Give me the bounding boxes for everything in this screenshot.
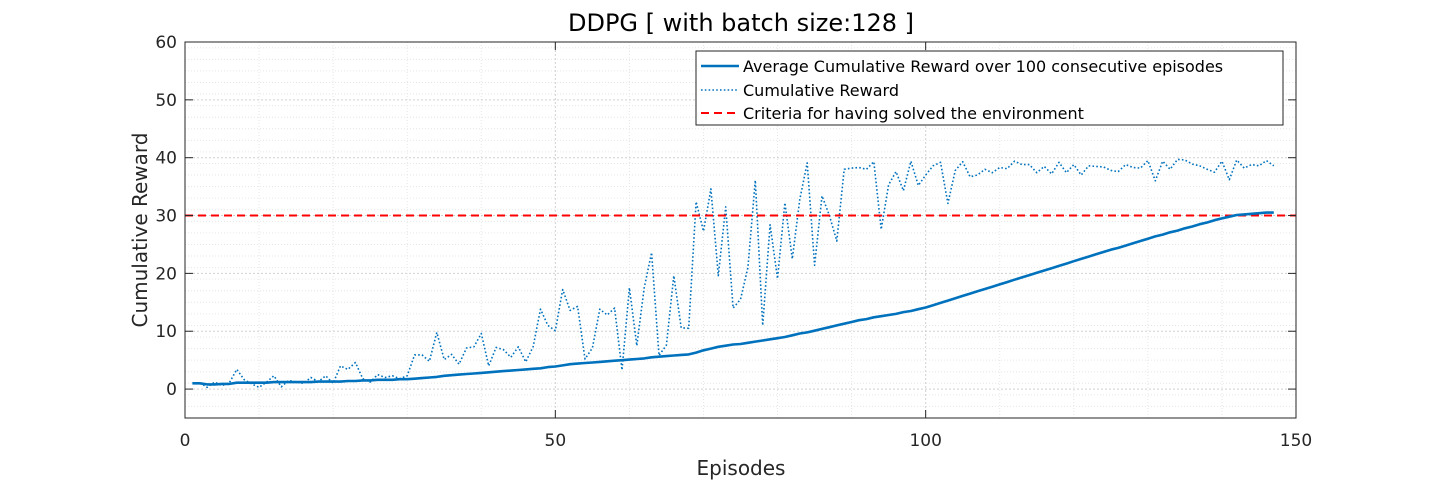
legend-label-criteria: Criteria for having solved the environme…: [743, 104, 1084, 123]
x-tick-label: 100: [909, 431, 941, 451]
legend: Average Cumulative Reward over 100 conse…: [695, 50, 1284, 126]
tick-labels: 0 50 100 150 0 10 20 30 40 50 60: [155, 33, 1312, 451]
legend-label-raw: Cumulative Reward: [743, 81, 899, 100]
y-axis-label: Cumulative Reward: [128, 133, 152, 328]
chart-title: DDPG [ with batch size:128 ]: [568, 9, 914, 37]
legend-box: [695, 50, 1284, 126]
series-layer: [185, 158, 1296, 389]
series-line-average-reward: [192, 211, 1274, 386]
y-tick-label: 30: [155, 207, 177, 227]
y-tick-label: 20: [155, 264, 177, 284]
plot-frame: [184, 41, 1297, 419]
y-tick-label: 0: [166, 380, 177, 400]
x-tick-label: 150: [1280, 431, 1312, 451]
y-tick-label: 60: [155, 33, 177, 53]
y-tick-label: 50: [155, 91, 177, 111]
x-tick-label: 0: [180, 431, 191, 451]
x-axis-label: Episodes: [697, 456, 786, 480]
axis-ticks: [184, 41, 1297, 418]
y-tick-label: 40: [155, 149, 177, 169]
y-tick-label: 10: [155, 322, 177, 342]
legend-label-average: Average Cumulative Reward over 100 conse…: [743, 57, 1223, 76]
x-tick-label: 50: [545, 431, 567, 451]
